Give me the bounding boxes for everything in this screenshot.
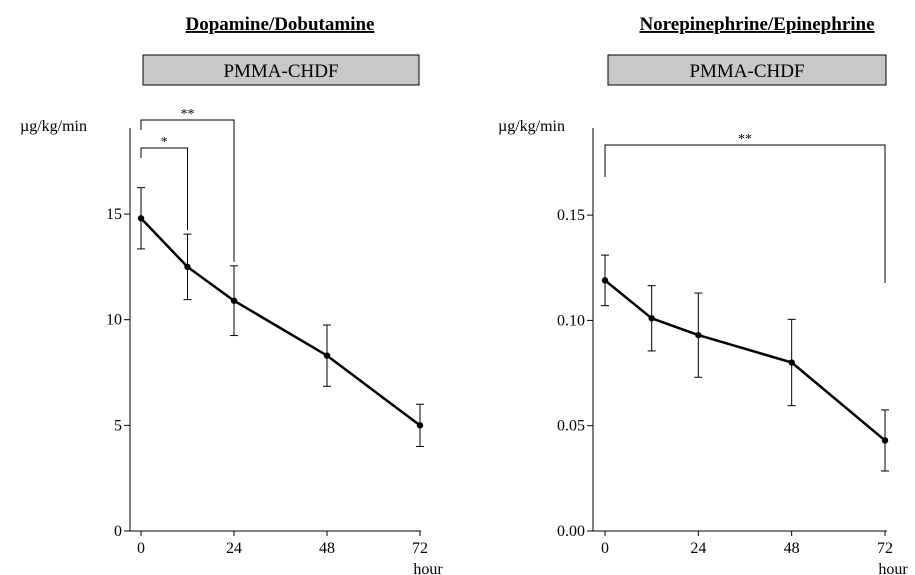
y-tick-label: 0.05: [557, 418, 585, 435]
data-point: [184, 263, 191, 271]
significance-bracket: [604, 144, 886, 283]
x-tick-label: 48: [784, 540, 800, 557]
significance-bracket: [140, 119, 235, 262]
y-tick-label: 0.00: [557, 523, 585, 540]
x-axis-ticks: 0 24 48 72: [601, 531, 893, 557]
data-point: [788, 359, 795, 366]
significance-brackets: ***: [140, 107, 235, 262]
series-line-group: [604, 279, 886, 442]
error-bars: [601, 254, 889, 472]
banner-label: PMMA-CHDF: [223, 61, 338, 82]
x-axis-unit-label: hour: [413, 561, 443, 575]
series-line-group: [140, 217, 421, 427]
x-tick-label: 24: [226, 540, 242, 557]
y-tick-label: 10: [106, 312, 122, 329]
x-tick-label: 72: [877, 540, 893, 557]
data-point: [648, 315, 655, 322]
significance-label: *: [161, 135, 168, 150]
chart-title: Dopamine/Dobutamine: [186, 14, 375, 35]
y-tick-label: 15: [106, 206, 122, 223]
banner-box: [607, 54, 887, 86]
significance-bracket: [140, 147, 188, 231]
y-tick-label: 0.15: [557, 207, 585, 224]
x-tick-label: 0: [601, 540, 609, 557]
series-line: [604, 279, 886, 442]
data-point: [230, 297, 238, 304]
data-points: [137, 215, 424, 429]
significance-label: **: [738, 132, 752, 147]
x-axis-ticks: 0 24 48 72: [137, 531, 428, 557]
y-axis-unit-label: µg/kg/min: [20, 118, 87, 135]
y-axis-unit-label: µg/kg/min: [498, 118, 565, 135]
x-tick-label: 24: [690, 540, 706, 557]
y-tick-label: 0.10: [557, 312, 585, 329]
data-point: [416, 422, 424, 429]
chart-title: Norepinephrine/Epinephrine: [639, 14, 874, 35]
data-point: [881, 437, 889, 444]
banner-label: PMMA-CHDF: [689, 61, 804, 82]
x-tick-label: 48: [319, 540, 335, 557]
x-axis-unit-label: hour: [878, 561, 908, 575]
banner-box: [142, 54, 420, 86]
chart-panel-left: Dopamine/Dobutamine PMMA-CHDF µg/kg/min …: [20, 14, 443, 575]
data-point: [137, 215, 145, 222]
data-point: [601, 277, 609, 284]
chart-panel-right: Norepinephrine/Epinephrine PMMA-CHDF µg/…: [498, 14, 908, 575]
error-bars: [137, 187, 424, 447]
data-point: [695, 331, 702, 339]
y-tick-label: 0: [114, 523, 122, 540]
series-line: [140, 217, 421, 427]
x-tick-label: 72: [412, 540, 428, 557]
y-axis-ticks: 0.00 0.05 0.10 0.15: [557, 207, 593, 540]
data-point: [323, 352, 331, 359]
data-points: [601, 277, 889, 444]
x-tick-label: 0: [137, 540, 145, 557]
y-axis-ticks: 0 5 10 15: [106, 206, 130, 540]
significance-label: **: [181, 107, 195, 122]
y-tick-label: 5: [114, 417, 122, 434]
significance-brackets: **: [604, 132, 886, 283]
